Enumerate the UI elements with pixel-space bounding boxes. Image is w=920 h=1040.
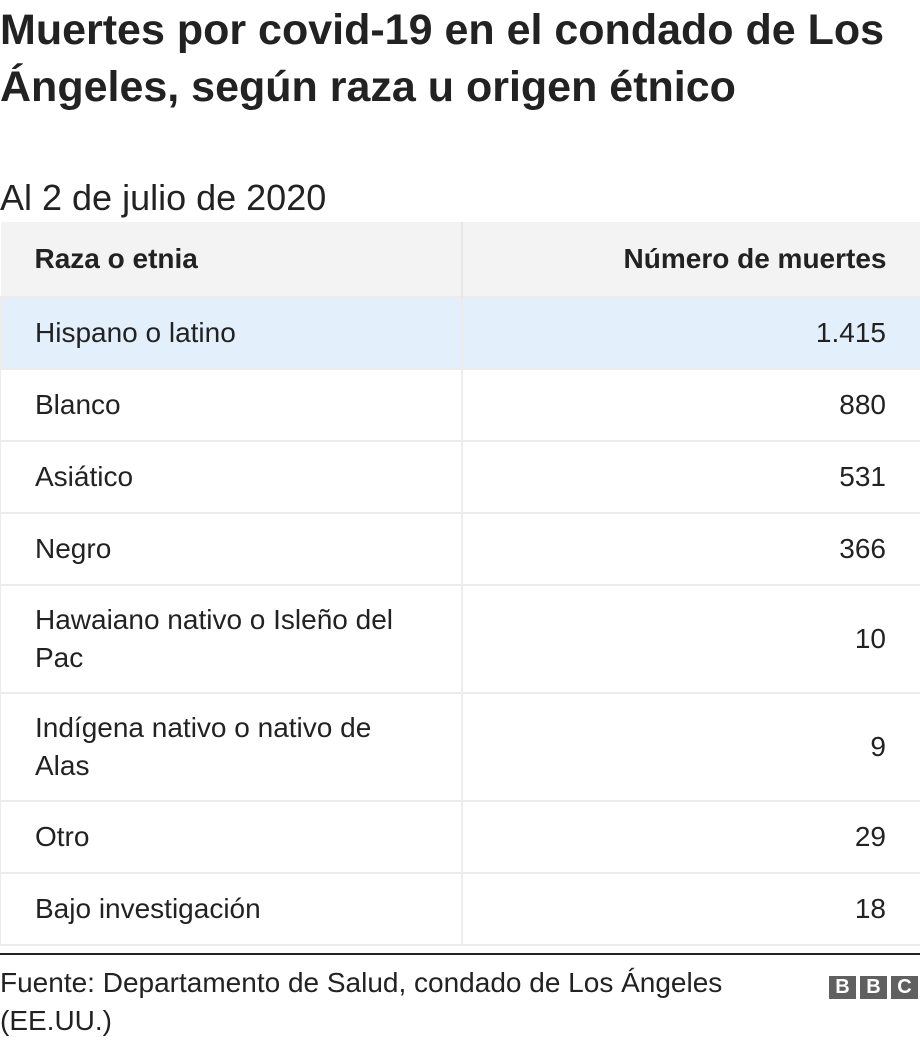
row-label: Blanco <box>0 368 463 441</box>
row-value: 18 <box>461 872 920 946</box>
row-label: Otro <box>0 800 463 873</box>
table-row: Hawaiano nativo o Isleño del Pac 10 <box>0 584 920 693</box>
bbc-logo: B B C <box>829 976 918 999</box>
table-row: Asiático 531 <box>0 440 920 513</box>
row-label: Bajo investigación <box>0 872 463 946</box>
row-label: Hispano o latino <box>0 296 463 369</box>
bbc-logo-letter: C <box>891 976 918 999</box>
chart-title: Muertes por covid-19 en el condado de Lo… <box>0 6 885 111</box>
row-label: Hawaiano nativo o Isleño del Pac <box>0 584 463 693</box>
footer-divider <box>0 953 920 955</box>
row-value: 1.415 <box>461 296 920 369</box>
bbc-logo-letter: B <box>829 976 856 999</box>
table-header-row: Raza o etnia Número de muertes <box>0 222 920 297</box>
table-row: Blanco 880 <box>0 368 920 441</box>
table-row: Hispano o latino 1.415 <box>0 296 920 369</box>
row-value: 29 <box>461 800 920 873</box>
row-value: 9 <box>461 692 920 801</box>
row-value: 880 <box>461 368 920 441</box>
table-row: Negro 366 <box>0 512 920 585</box>
table-row: Otro 29 <box>0 800 920 873</box>
row-value: 10 <box>461 584 920 693</box>
chart-subtitle: Al 2 de julio de 2020 <box>0 177 327 218</box>
row-label: Indígena nativo o nativo de Alas <box>0 692 463 801</box>
column-header-deaths: Número de muertes <box>461 222 920 297</box>
column-header-race: Raza o etnia <box>0 222 463 297</box>
row-label: Asiático <box>0 440 463 513</box>
source-note: Fuente: Departamento de Salud, condado d… <box>0 967 723 1036</box>
row-value: 531 <box>461 440 920 513</box>
row-label: Negro <box>0 512 463 585</box>
bbc-logo-letter: B <box>860 976 887 999</box>
table-row: Bajo investigación 18 <box>0 872 920 946</box>
data-table: Raza o etnia Número de muertes Hispano o… <box>0 222 920 946</box>
row-value: 366 <box>461 512 920 585</box>
table-row: Indígena nativo o nativo de Alas 9 <box>0 692 920 801</box>
